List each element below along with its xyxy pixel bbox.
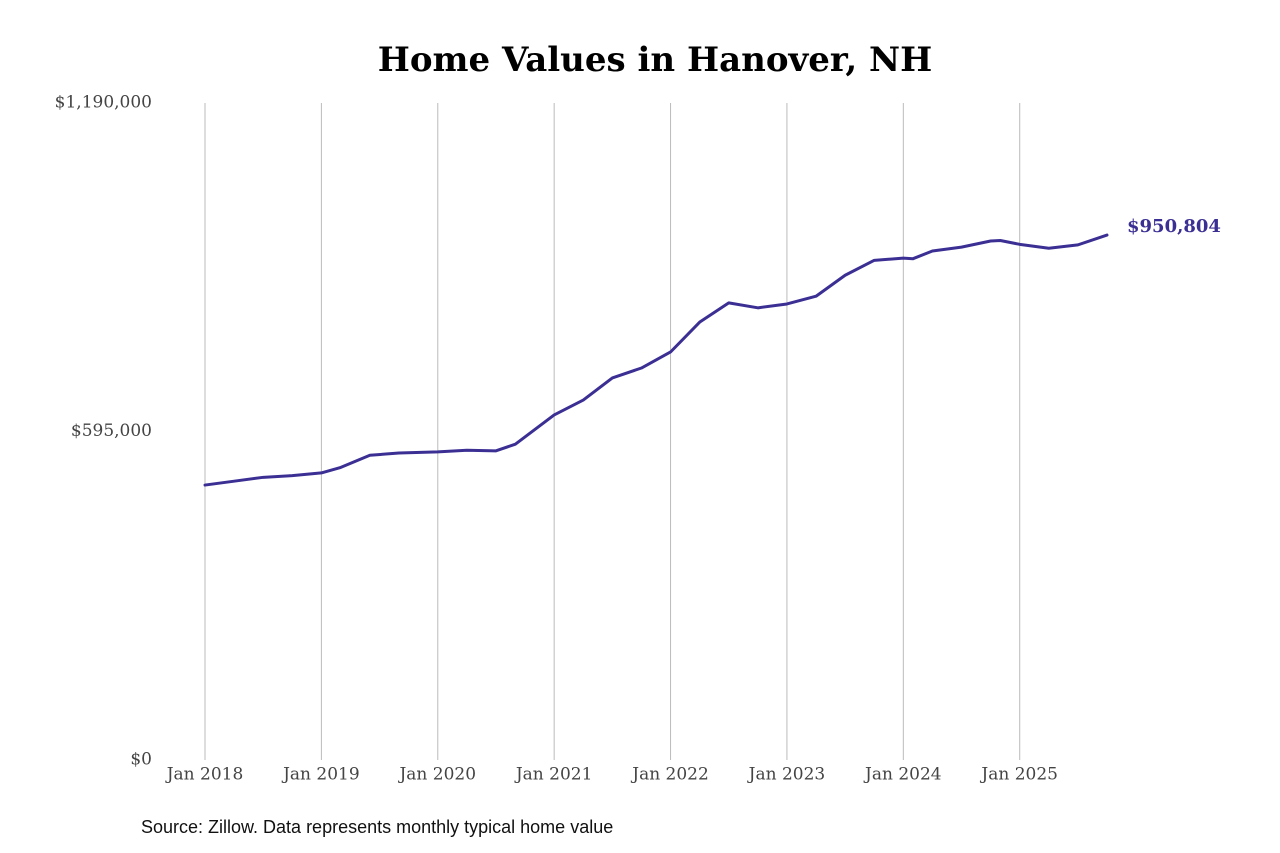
x-tick-label: Jan 2019 (281, 765, 360, 785)
chart-title: Home Values in Hanover, NH (378, 40, 933, 80)
x-tick-label: Jan 2025 (979, 765, 1058, 785)
y-tick-label: $595,000 (71, 421, 152, 441)
line (203, 233, 1109, 487)
x-tick-label: Jan 2022 (630, 765, 709, 785)
x-tick-label: Jan 2020 (397, 765, 476, 785)
x-tick-label: Jan 2023 (747, 765, 826, 785)
source-note: Source: Zillow. Data represents monthly … (141, 817, 613, 837)
value-label: $950,804 (1127, 216, 1221, 237)
y-tick-label: $1,190,000 (55, 93, 152, 113)
x-tick-label: Jan 2018 (165, 765, 244, 785)
y-tick-label: $0 (130, 750, 152, 770)
x-tick-label: Jan 2021 (514, 765, 593, 785)
x-tick-label: Jan 2024 (863, 765, 942, 785)
